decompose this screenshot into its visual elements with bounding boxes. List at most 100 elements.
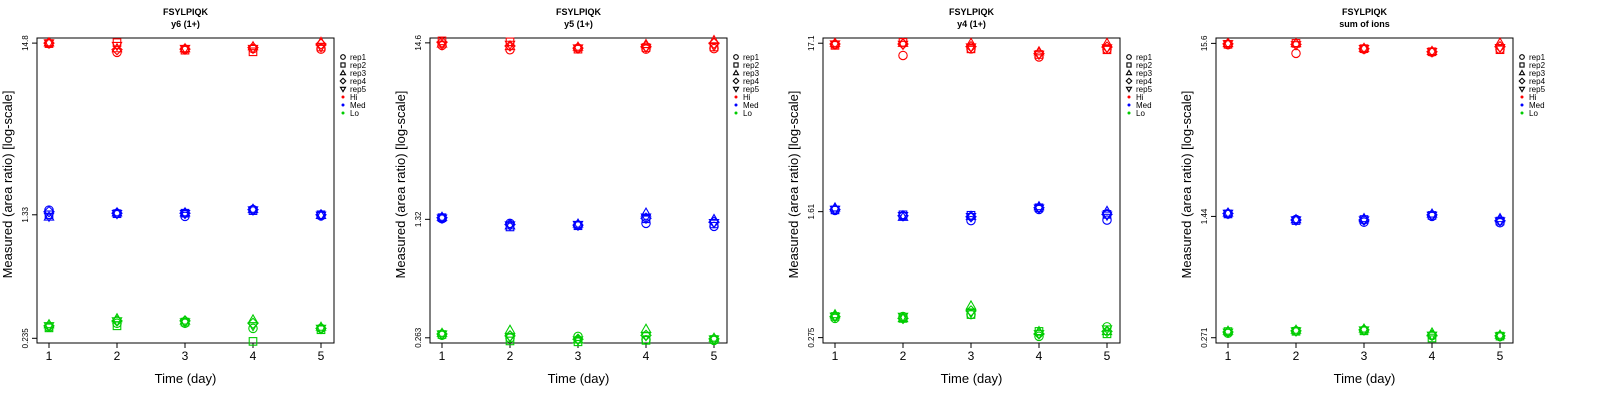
- y-tick-label: 1.32: [414, 211, 423, 227]
- series-lo: [436, 323, 720, 347]
- data-point: [437, 213, 447, 223]
- x-tick-label: 3: [968, 349, 975, 363]
- legend-label: rep5: [743, 85, 760, 94]
- y-tick-label: 14.6: [414, 35, 423, 51]
- x-tick-label: 3: [182, 349, 189, 363]
- y-tick-label: 0.235: [21, 328, 30, 349]
- data-point: [708, 42, 720, 52]
- legend-marker: [733, 62, 739, 68]
- chart-title: FSYLPIQK: [163, 7, 209, 17]
- legend-label: rep5: [1529, 85, 1546, 94]
- x-tick-label: 1: [832, 349, 839, 363]
- data-point: [111, 210, 123, 220]
- legend-marker: [732, 86, 740, 93]
- data-point: [112, 47, 122, 58]
- data-point: [965, 37, 977, 47]
- data-point: [897, 40, 909, 51]
- x-tick-label: 2: [114, 349, 121, 363]
- data-point: [897, 212, 909, 222]
- legend-label: Lo: [743, 109, 752, 118]
- data-point: [111, 317, 123, 327]
- legend-marker: [1518, 69, 1526, 76]
- legend-color-dot: [1520, 103, 1524, 107]
- data-point: [572, 41, 584, 51]
- data-point: [1222, 37, 1234, 48]
- x-axis-label: Time (day): [155, 371, 217, 386]
- legend-label: Lo: [1529, 109, 1538, 118]
- data-point: [248, 323, 258, 334]
- data-point: [179, 318, 191, 329]
- data-point: [572, 336, 584, 346]
- legend-marker: [1518, 77, 1526, 85]
- legend-label: Med: [350, 101, 366, 110]
- chart-subtitle: y5 (1+): [564, 19, 593, 29]
- legend-color-dot: [1520, 111, 1524, 115]
- data-point: [897, 37, 909, 47]
- legend-marker: [1519, 62, 1525, 68]
- data-point: [504, 40, 516, 51]
- data-point: [315, 38, 327, 50]
- chart-panel-3: FSYLPIQK y4 (1+) 1 2 3 4 5 0.275 1.61 17.1 Time (d…: [786, 7, 1153, 386]
- legend-label: Lo: [1136, 109, 1145, 118]
- legend-label: Med: [1136, 101, 1152, 110]
- data-point: [572, 44, 584, 55]
- legend-color-dot: [734, 111, 738, 115]
- data-point: [897, 312, 909, 325]
- x-tick-label: 5: [711, 349, 718, 363]
- legend-label: rep1: [1529, 53, 1546, 62]
- data-point: [1101, 325, 1113, 336]
- data-point: [1427, 333, 1437, 343]
- data-point: [1101, 44, 1113, 54]
- series-med: [43, 203, 327, 223]
- x-tick-label: 2: [1293, 349, 1300, 363]
- data-point: [247, 322, 259, 332]
- legend-label: rep4: [1136, 77, 1153, 86]
- x-tick-label: 1: [1225, 349, 1232, 363]
- series-hi: [829, 37, 1113, 62]
- data-point: [179, 210, 191, 220]
- data-point: [505, 336, 515, 346]
- data-point: [1494, 332, 1506, 343]
- legend-label: rep3: [1136, 69, 1153, 78]
- data-point: [965, 43, 977, 54]
- x-tick-label: 3: [575, 349, 582, 363]
- data-point: [315, 211, 327, 222]
- series-hi: [1222, 36, 1506, 59]
- series-med: [829, 200, 1113, 226]
- data-point: [315, 209, 327, 220]
- data-point: [641, 336, 651, 345]
- data-point: [1358, 322, 1370, 333]
- x-axis-label: Time (day): [1334, 371, 1396, 386]
- data-point: [247, 206, 259, 217]
- legend-label: rep2: [350, 61, 367, 70]
- data-point: [1033, 204, 1045, 215]
- legend-label: rep3: [350, 69, 367, 78]
- data-point: [43, 205, 55, 218]
- x-tick-label: 4: [643, 349, 650, 363]
- y-axis-label: Measured (area ratio) [log-scale]: [393, 91, 408, 279]
- y-tick-label: 0.275: [807, 327, 816, 348]
- data-point: [1358, 42, 1370, 52]
- data-point: [436, 36, 448, 49]
- x-tick-label: 4: [250, 349, 257, 363]
- chart-title: FSYLPIQK: [1342, 7, 1388, 17]
- data-point: [1102, 215, 1112, 225]
- y-axis-label: Measured (area ratio) [log-scale]: [0, 91, 15, 279]
- data-point: [1494, 43, 1506, 54]
- plot-frame: [36, 37, 335, 344]
- data-point: [965, 210, 977, 220]
- data-point: [1033, 50, 1045, 61]
- legend-color-dot: [1127, 95, 1131, 99]
- data-point: [1426, 48, 1438, 58]
- series-hi: [436, 34, 720, 55]
- data-point: [1290, 327, 1302, 337]
- legend-marker: [1125, 77, 1133, 85]
- data-point: [708, 219, 720, 229]
- legend-marker: [1126, 62, 1132, 68]
- data-point: [641, 218, 651, 229]
- legend-marker: [1125, 86, 1133, 93]
- data-point: [43, 322, 55, 332]
